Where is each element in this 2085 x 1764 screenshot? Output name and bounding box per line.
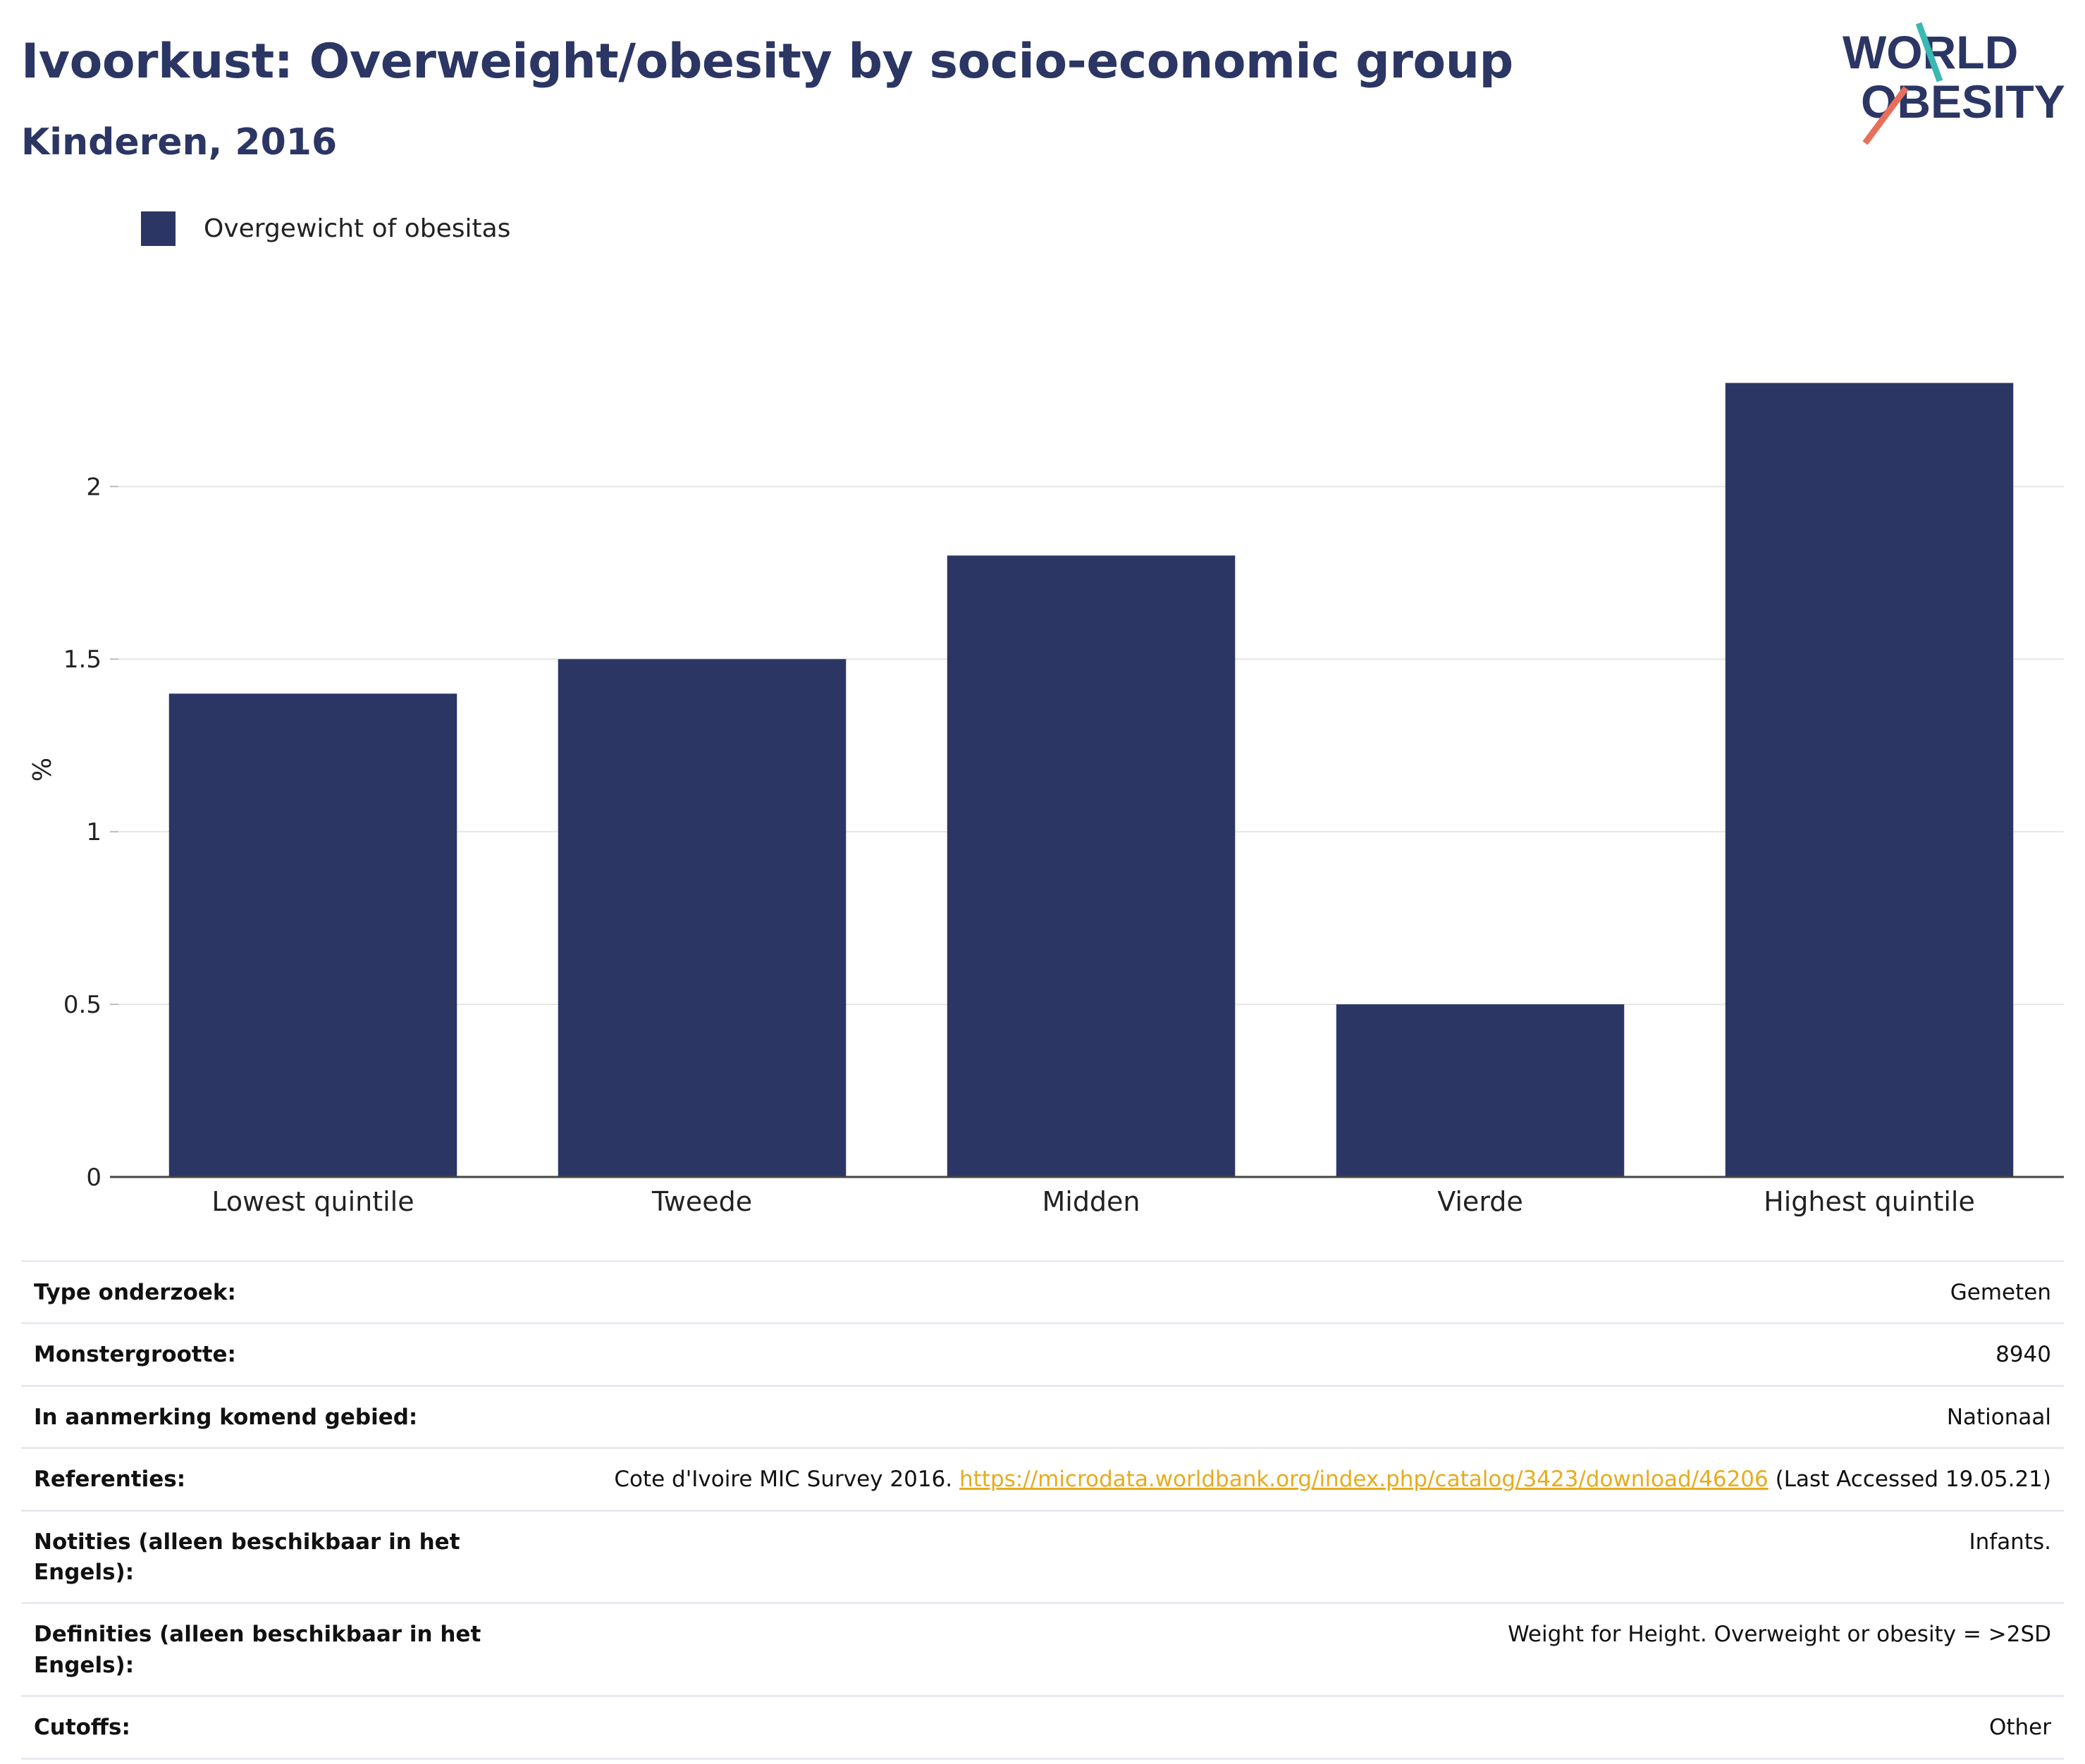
- logo-slash-coral: [1862, 86, 1909, 145]
- survey-metadata-table: Type onderzoek: Gemeten Monstergrootte: 894…: [21, 1259, 2064, 1760]
- reference-text: Cote d'Ivoire MIC Survey 2016.: [614, 1467, 959, 1493]
- meta-row: Definities (alleen beschikbaar in het En…: [21, 1602, 2064, 1698]
- world-obesity-logo: WORLD OBESITY: [1843, 22, 2065, 145]
- meta-row: Cutoffs: Other: [21, 1695, 2064, 1760]
- reference-link[interactable]: https://microdata.worldbank.org/index.ph…: [959, 1467, 1769, 1493]
- bars: [168, 383, 2014, 1177]
- y-tick-label: 1: [86, 818, 102, 846]
- meta-label: Monstergrootte:: [21, 1322, 498, 1387]
- meta-value: Infants.: [498, 1509, 2064, 1605]
- meta-row: In aanmerking komend gebied: Nationaal: [21, 1384, 2064, 1450]
- meta-label: Type onderzoek:: [21, 1259, 498, 1325]
- legend-swatch: [141, 211, 176, 246]
- meta-value: Nationaal: [498, 1384, 2064, 1450]
- legend-label: Overgewicht of obesitas: [204, 214, 511, 243]
- y-tick-label: 0.5: [63, 991, 102, 1019]
- reference-accessed-text: (Last Accessed 19.05.21): [1768, 1467, 2051, 1493]
- x-tick-label: Highest quintile: [1764, 1186, 1975, 1217]
- meta-value: Cote d'Ivoire MIC Survey 2016. https://m…: [498, 1447, 2064, 1512]
- meta-value: Weight for Height. Overweight or obesity…: [498, 1602, 2064, 1698]
- chart-legend[interactable]: Overgewicht of obesitas: [141, 209, 510, 247]
- axes: 0 0.5 1 1.5 2 Lowest quintile Tweede Midden Vier…: [63, 473, 2064, 1217]
- bar-2[interactable]: [947, 555, 1236, 1177]
- meta-row: Type onderzoek: Gemeten: [21, 1259, 2064, 1325]
- meta-value: Gemeten: [498, 1259, 2064, 1325]
- bar-0[interactable]: [168, 693, 457, 1177]
- meta-row: Monstergrootte: 8940: [21, 1322, 2064, 1387]
- meta-row: Referenties: Cote d'Ivoire MIC Survey 201…: [21, 1447, 2064, 1512]
- bar-chart: 0 0.5 1 1.5 2 Lowest quintile Tweede Midden Vier…: [28, 383, 2064, 1217]
- bar-4[interactable]: [1725, 383, 2014, 1177]
- chart-title: Ivoorkust: Overweight/obesity by socio-e…: [21, 34, 1513, 90]
- x-tick-label: Midden: [1042, 1186, 1140, 1217]
- bar-1[interactable]: [558, 659, 847, 1177]
- chart-subtitle: Kinderen, 2016: [21, 121, 338, 164]
- meta-label: Cutoffs:: [21, 1695, 498, 1760]
- y-axis-label: %: [28, 758, 57, 782]
- x-tick-label: Lowest quintile: [211, 1186, 414, 1217]
- y-tick-label: 1.5: [63, 646, 102, 674]
- meta-label: Notities (alleen beschikbaar in het Enge…: [21, 1509, 498, 1605]
- meta-label: In aanmerking komend gebied:: [21, 1384, 498, 1450]
- meta-value: 8940: [498, 1322, 2064, 1387]
- bar-3[interactable]: [1336, 1004, 1625, 1177]
- y-tick-label: 2: [86, 473, 102, 501]
- logo-slash-teal: [1915, 22, 1943, 82]
- logo-obesity-text: OBESITY: [1861, 75, 2065, 128]
- x-tick-label: Tweede: [651, 1186, 752, 1217]
- x-tick-label: Vierde: [1437, 1186, 1523, 1217]
- meta-value: Other: [498, 1695, 2064, 1760]
- meta-row: Notities (alleen beschikbaar in het Enge…: [21, 1509, 2064, 1605]
- y-tick-label: 0: [86, 1164, 102, 1192]
- meta-label: Referenties:: [21, 1447, 498, 1512]
- meta-label: Definities (alleen beschikbaar in het En…: [21, 1602, 498, 1698]
